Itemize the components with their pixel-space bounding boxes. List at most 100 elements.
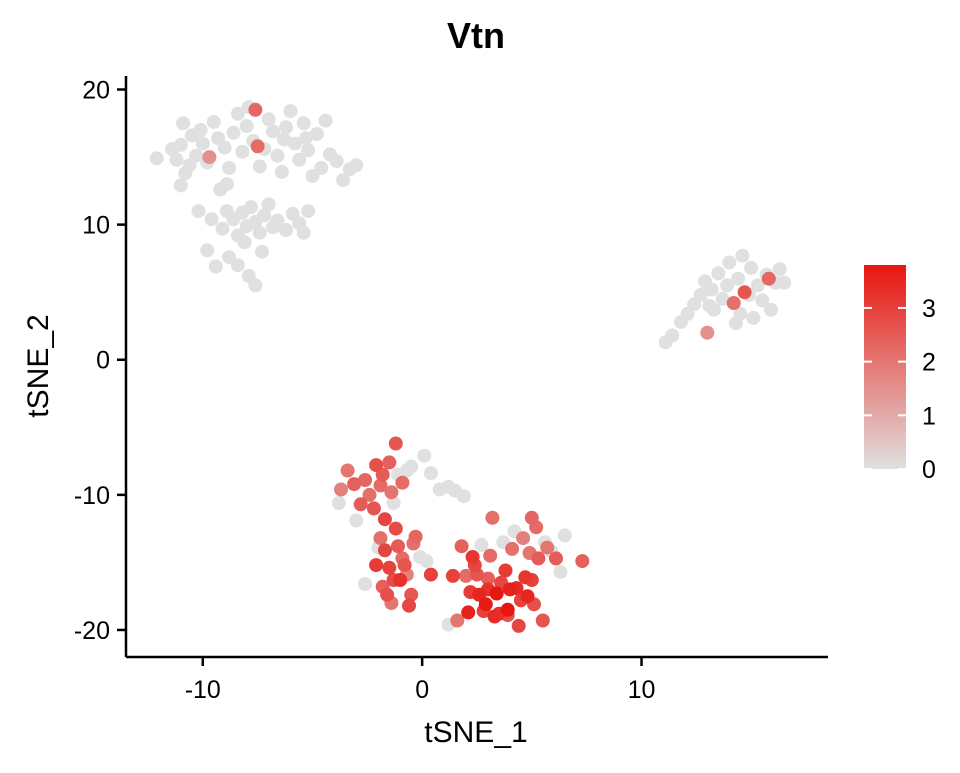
y-tick-label: -20: [74, 617, 110, 645]
data-point: [195, 136, 210, 151]
data-point: [206, 114, 221, 129]
data-point: [301, 143, 316, 158]
data-point: [726, 296, 741, 310]
data-point: [380, 587, 395, 602]
colorbar-gradient: [864, 265, 906, 469]
data-point: [283, 104, 298, 119]
chart-title: Vtn: [447, 15, 505, 56]
data-point: [419, 554, 434, 569]
data-point: [465, 550, 480, 564]
data-point: [700, 325, 715, 340]
data-point: [384, 485, 399, 500]
data-point: [744, 260, 759, 275]
data-point: [500, 602, 515, 617]
data-point: [417, 448, 432, 463]
data-point: [404, 459, 419, 474]
data-point: [349, 513, 364, 528]
data-point: [478, 597, 493, 612]
data-point: [204, 212, 219, 227]
data-point: [489, 586, 504, 601]
data-point: [459, 568, 473, 583]
data-point: [575, 554, 590, 569]
data-point: [388, 436, 403, 451]
data-point: [318, 113, 333, 128]
data-point: [255, 244, 269, 259]
data-point: [456, 489, 471, 504]
data-point: [520, 589, 535, 604]
data-point: [200, 243, 215, 258]
colorbar-tick-label: 0: [922, 456, 936, 484]
data-point: [298, 131, 313, 146]
data-point: [474, 537, 489, 552]
data-point: [222, 250, 237, 265]
data-point: [395, 475, 410, 490]
data-point: [217, 140, 232, 155]
data-point: [373, 478, 388, 493]
data-point: [261, 112, 276, 127]
data-point: [292, 152, 307, 167]
data-point: [349, 158, 364, 173]
data-point: [704, 282, 719, 297]
data-point: [270, 213, 285, 228]
data-point: [222, 160, 237, 175]
data-point: [702, 298, 717, 313]
data-point: [309, 127, 324, 142]
data-point: [296, 116, 311, 131]
data-point: [720, 278, 735, 293]
data-point: [149, 151, 164, 166]
data-point: [296, 225, 311, 240]
data-point: [169, 152, 184, 167]
data-point: [189, 148, 204, 163]
data-point: [450, 613, 465, 628]
y-tick-label: 10: [82, 212, 110, 240]
colorbar-ticks: 0 1 2 3: [864, 295, 936, 484]
data-point: [461, 605, 476, 620]
data-point: [722, 255, 737, 270]
y-axis-label: tSNE_2: [22, 314, 55, 417]
data-point: [397, 558, 412, 573]
y-axis: -20 -10 0 10 20: [74, 76, 128, 657]
data-point: [193, 123, 208, 137]
data-point: [235, 144, 250, 159]
data-point: [213, 182, 228, 197]
data-point: [393, 573, 408, 587]
data-point: [336, 173, 351, 187]
data-point: [445, 568, 460, 583]
data-point: [250, 139, 265, 154]
data-point: [377, 512, 392, 527]
data-point: [266, 124, 280, 139]
data-point: [287, 136, 302, 151]
data-point: [362, 487, 377, 502]
x-tick-label: -10: [185, 676, 221, 704]
data-point: [248, 102, 263, 117]
data-point: [353, 497, 368, 512]
data-point: [498, 563, 513, 578]
y-tick-label: 20: [82, 77, 110, 105]
x-tick-label: 0: [415, 676, 429, 704]
data-point: [314, 160, 329, 175]
data-point: [347, 477, 362, 492]
data-point: [334, 482, 348, 497]
data-point: [737, 285, 752, 300]
data-point: [483, 548, 498, 563]
data-point: [505, 541, 520, 556]
data-point: [277, 132, 291, 147]
data-point: [173, 178, 188, 193]
data-point: [549, 551, 563, 566]
data-point: [340, 463, 355, 478]
data-point: [761, 271, 776, 286]
colorbar-tick-label: 2: [922, 349, 936, 377]
data-point: [274, 164, 289, 179]
data-point: [711, 266, 726, 281]
data-point: [746, 310, 761, 325]
data-point: [331, 496, 346, 510]
data-point: [248, 278, 263, 293]
x-tick-label: 10: [628, 676, 656, 704]
data-point: [202, 150, 217, 165]
data-point: [301, 204, 316, 219]
color-legend: 0 1 2 3: [864, 265, 936, 484]
x-axis-label: tSNE_1: [424, 716, 527, 749]
data-point: [369, 558, 384, 573]
data-point: [279, 120, 294, 135]
